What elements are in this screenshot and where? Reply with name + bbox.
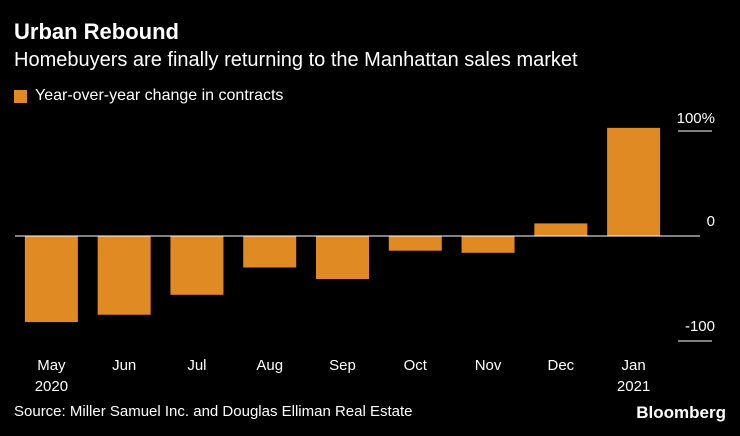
bar-jan	[607, 127, 661, 236]
y-tick-label: 0	[707, 213, 715, 230]
chart-subtitle: Homebuyers are finally returning to the …	[14, 49, 578, 71]
x-tick-label: Dec	[547, 357, 574, 374]
x-tick-label: Nov	[475, 357, 502, 374]
bar-nov	[461, 236, 515, 253]
bar-aug	[243, 236, 297, 268]
bar-sep	[316, 236, 369, 280]
x-tick-label: Jan	[622, 357, 646, 374]
x-tick-label: Sep	[329, 357, 356, 374]
bar-dec	[534, 223, 588, 236]
x-tick-label: May	[37, 357, 66, 374]
source-note: Source: Miller Samuel Inc. and Douglas E…	[14, 403, 413, 420]
legend: Year-over-year change in contracts	[14, 87, 283, 105]
x-tick-label: Jun	[112, 357, 136, 374]
x-year-label: 2021	[617, 378, 650, 395]
legend-swatch	[14, 89, 27, 103]
x-tick-label: Aug	[256, 357, 283, 374]
x-tick-label: Oct	[404, 357, 428, 374]
bar-jun	[97, 236, 151, 315]
bloomberg-logo: Bloomberg	[636, 403, 726, 422]
chart-title: Urban Rebound	[14, 19, 179, 44]
y-tick-label: -100	[685, 318, 715, 335]
x-tick-label: Jul	[187, 357, 206, 374]
bar-oct	[388, 236, 442, 251]
legend-label: Year-over-year change in contracts	[35, 87, 284, 104]
bar-jul	[170, 236, 224, 295]
y-tick-label: 100%	[677, 110, 715, 127]
x-year-label: 2020	[35, 378, 68, 395]
bar-may	[24, 236, 78, 323]
